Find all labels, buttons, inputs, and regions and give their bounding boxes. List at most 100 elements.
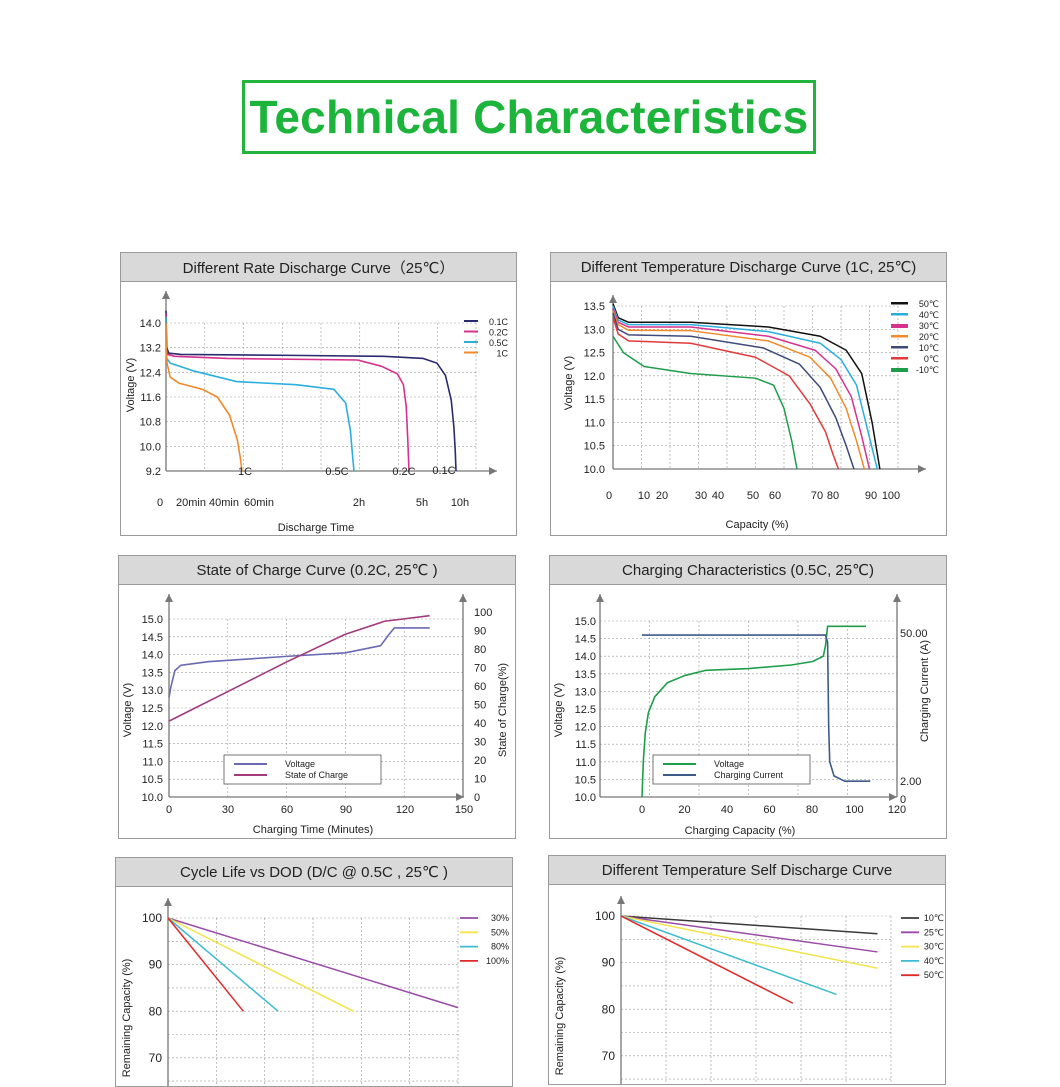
series-line-50 <box>620 915 794 1004</box>
y-axis-right-arrow <box>893 594 901 602</box>
legend-label: 100% <box>486 956 509 966</box>
x-tick-label: 10h <box>451 497 469 509</box>
temp-discharge-panel: Different Temperature Discharge Curve (1… <box>550 252 947 536</box>
y-tick-label: 11.0 <box>575 757 596 769</box>
legend-label: Charging Current <box>714 770 784 780</box>
y-axis-title: Remaining Capacity (%) <box>554 957 566 1076</box>
series-line-10 <box>620 915 878 935</box>
x-tick-label: 0 <box>166 804 172 816</box>
y-tick-label: 14.5 <box>575 634 596 646</box>
soc-chart: 15.0 14.5 14.0 13.5 13.0 12.5 12.0 11.5 11.0 10.5… <box>122 594 509 836</box>
y-tick-label-right: 30 <box>474 737 486 749</box>
y-tick-label: 12.4 <box>140 367 161 379</box>
y-tick-label: 11.5 <box>575 739 596 751</box>
legend-label: 40℃ <box>919 310 939 320</box>
x-tick-label: 100 <box>845 804 863 816</box>
series-line-charging-current <box>642 634 871 782</box>
y-tick-label: 10.0 <box>575 792 596 804</box>
y-tick-label-right: 50.00 <box>900 628 928 640</box>
legend-swatch <box>891 324 908 328</box>
y-tick-label: 70 <box>149 1051 163 1065</box>
series-line-1c <box>165 322 243 472</box>
charging-chart: 15.0 14.5 14.0 13.5 13.0 12.5 12.0 11.5 11.0 10.5… <box>553 594 931 837</box>
y-tick-label: 15.0 <box>142 614 163 626</box>
series-line-20 <box>612 310 866 470</box>
y-axis-arrow <box>162 291 170 299</box>
series-line-30 <box>167 917 459 1009</box>
y-tick-label: 9.2 <box>146 466 161 478</box>
rate-discharge-panel: Different Rate Discharge Curve（25℃） 14.0… <box>120 252 517 536</box>
y-tick-label-right: 20 <box>474 755 486 767</box>
legend-label: 50℃ <box>919 299 939 309</box>
curve-label: 1C <box>238 466 252 478</box>
y-tick-label: 13.0 <box>142 685 163 697</box>
title-box: Technical Characteristics <box>242 80 816 154</box>
y-tick-label: 14.5 <box>142 632 163 644</box>
legend-label: 50℃ <box>924 970 944 980</box>
y-tick-label: 70 <box>602 1049 616 1063</box>
y-tick-label: 12.5 <box>584 348 605 360</box>
x-tick-label: 100 <box>882 490 900 502</box>
y-axis-right-arrow <box>459 594 467 602</box>
legend-label: 0℃ <box>924 354 939 364</box>
x-axis-arrow <box>489 467 497 475</box>
legend-label: 20℃ <box>919 332 939 342</box>
temp-discharge-title: Different Temperature Discharge Curve (1… <box>551 253 946 282</box>
x-tick-label: 50 <box>747 490 759 502</box>
y-axis-title-right: Charging Current (A) <box>919 640 931 742</box>
y-tick-label: 10.5 <box>575 774 596 786</box>
self-discharge-title: Different Temperature Self Discharge Cur… <box>549 856 945 885</box>
series-line-80 <box>167 917 279 1012</box>
y-tick-label-right: 0 <box>474 792 480 804</box>
x-axis-arrow <box>456 793 464 801</box>
legend-label: 30℃ <box>924 942 944 952</box>
x-tick-label: 20 <box>678 804 690 816</box>
y-tick-label: 13.2 <box>140 343 161 355</box>
cycle-life-title: Cycle Life vs DOD (D/C @ 0.5C , 25℃ ) <box>116 858 512 887</box>
y-tick-label-right: 40 <box>474 718 486 730</box>
y-tick-label: 11.0 <box>142 756 163 768</box>
x-tick-label: 40min <box>209 497 239 509</box>
y-axis-title: Remaining Capacity (%) <box>121 959 133 1078</box>
legend-label: 0.5C <box>489 338 509 348</box>
y-tick-label: 10.5 <box>584 441 605 453</box>
rate-discharge-chart: 14.0 13.2 12.4 11.6 10.8 10.0 9.2 0 20min 40min 60… <box>125 291 509 534</box>
y-tick-label: 11.6 <box>140 392 161 404</box>
legend-box <box>652 754 811 785</box>
series-line-10 <box>612 335 798 470</box>
x-tick-label: 5h <box>416 497 428 509</box>
legend-label: 50% <box>491 927 509 937</box>
y-tick-label: 15.0 <box>575 616 596 628</box>
x-tick-label: 90 <box>340 804 352 816</box>
y-tick-label: 14.0 <box>575 651 596 663</box>
y-axis-arrow <box>596 594 604 602</box>
y-tick-label: 100 <box>142 911 162 925</box>
series-line-state-of-charge <box>168 614 430 722</box>
y-axis-title-right: State of Charge(%) <box>497 663 509 757</box>
legend-label: 30% <box>491 913 509 923</box>
x-tick-label: 120 <box>396 804 414 816</box>
legend-label: 25℃ <box>924 927 944 937</box>
y-tick-label: 100 <box>595 909 615 923</box>
y-axis-arrow <box>609 295 617 303</box>
legend-swatch <box>891 335 908 338</box>
legend-label: Voltage <box>285 759 315 769</box>
x-tick-label: 0 <box>606 490 612 502</box>
y-tick-label: 10.8 <box>140 417 161 429</box>
y-tick-label: 12.0 <box>584 371 605 383</box>
series-line-30 <box>620 915 878 970</box>
x-tick-label: 40 <box>712 490 724 502</box>
page-title: Technical Characteristics <box>249 91 809 143</box>
x-tick-label: 80 <box>827 490 839 502</box>
legend-label: 0.1C <box>489 317 509 327</box>
soc-title: State of Charge Curve (0.2C, 25℃ ) <box>119 556 515 585</box>
y-axis-title: Voltage (V) <box>125 358 137 412</box>
y-tick-label: 10.0 <box>142 792 163 804</box>
series-line-50 <box>167 917 354 1013</box>
y-axis-title: Voltage (V) <box>122 683 134 737</box>
self-discharge-panel: Different Temperature Self Discharge Cur… <box>548 855 946 1085</box>
x-tick-label: 30 <box>222 804 234 816</box>
curve-label: 0.1C <box>432 465 455 477</box>
y-tick-label-right: 60 <box>474 681 486 693</box>
x-tick-label: 30 <box>695 490 707 502</box>
